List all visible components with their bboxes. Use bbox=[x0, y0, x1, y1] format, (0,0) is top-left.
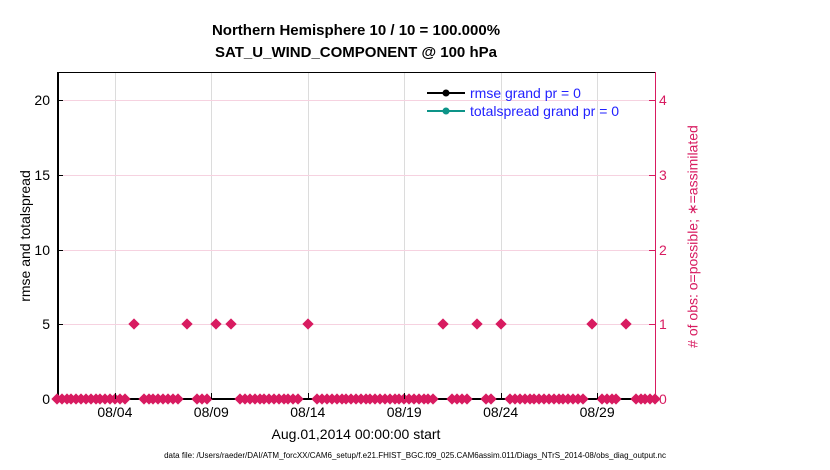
left-tick-label: 0 bbox=[42, 391, 50, 407]
rmse-line-sample-icon bbox=[427, 89, 465, 97]
horizontal-gridline bbox=[57, 249, 655, 251]
horizontal-gridline bbox=[57, 175, 655, 177]
x-tick-label: 08/19 bbox=[386, 404, 422, 420]
left-y-axis-label: rmse and totalspread bbox=[17, 170, 33, 302]
vertical-gridline bbox=[211, 72, 213, 399]
chart-subtitle: SAT_U_WIND_COMPONENT @ 100 hPa bbox=[215, 44, 497, 61]
chart-title: Northern Hemisphere 10 / 10 = 100.000% bbox=[211, 22, 501, 39]
obs-count-marker bbox=[224, 318, 237, 330]
obs-count-marker bbox=[620, 318, 632, 330]
vertical-gridline bbox=[500, 72, 502, 399]
x-axis-label: Aug.01,2014 00:00:00 start bbox=[271, 426, 441, 442]
rmse-marker-icon bbox=[442, 89, 450, 97]
totalspread-marker-icon bbox=[442, 107, 450, 115]
data-file-path: data file: /Users/raeder/DAI/ATM_forcXX/… bbox=[164, 451, 666, 460]
left-axis-tick bbox=[57, 324, 63, 326]
left-tick-label: 5 bbox=[42, 316, 50, 333]
right-tick-label: 2 bbox=[659, 241, 667, 258]
legend-row-rmse: rmse grand pr = 0 bbox=[427, 84, 619, 102]
x-tick-label: 08/04 bbox=[97, 404, 133, 420]
right-tick-label: 1 bbox=[659, 316, 667, 333]
horizontal-gridline bbox=[57, 324, 655, 326]
obs-count-marker bbox=[495, 318, 507, 330]
x-tick-label: 08/24 bbox=[483, 404, 519, 420]
obs-count-marker bbox=[181, 318, 193, 330]
vertical-gridline bbox=[597, 72, 599, 399]
vertical-gridline bbox=[307, 72, 309, 399]
vertical-gridline bbox=[114, 72, 116, 399]
obs-count-marker bbox=[128, 318, 140, 330]
right-axis-tick bbox=[649, 175, 655, 177]
x-axis-tick bbox=[211, 393, 213, 399]
legend-label-totalspread: totalspread grand pr = 0 bbox=[470, 103, 620, 119]
legend-label-rmse: rmse grand pr = 0 bbox=[470, 85, 581, 101]
x-axis-tick bbox=[307, 393, 309, 399]
left-tick-label: 10 bbox=[34, 241, 50, 258]
chart-title-block: Northern Hemisphere 10 / 10 = 100.000% S… bbox=[57, 20, 655, 64]
left-tick-label: 20 bbox=[34, 92, 50, 109]
totalspread-line-sample-icon bbox=[427, 107, 465, 115]
x-tick-label: 08/29 bbox=[579, 404, 615, 420]
left-axis-tick bbox=[57, 175, 63, 177]
left-axis-tick bbox=[57, 100, 63, 102]
right-y-axis-label: # of obs: o=possible; ∗=assimilated bbox=[684, 125, 701, 348]
right-tick-label: 4 bbox=[659, 92, 667, 109]
obs-count-marker bbox=[302, 318, 314, 330]
legend-row-totalspread: totalspread grand pr = 0 bbox=[427, 102, 619, 120]
x-axis-tick bbox=[404, 393, 406, 399]
left-axis-spine bbox=[57, 72, 59, 399]
x-axis-tick bbox=[597, 393, 599, 399]
right-axis-tick bbox=[649, 324, 655, 326]
obs-count-marker bbox=[470, 318, 483, 330]
x-tick-label: 08/14 bbox=[290, 404, 326, 420]
x-axis-tick bbox=[114, 393, 116, 399]
x-axis-tick bbox=[500, 393, 502, 399]
vertical-gridline bbox=[404, 72, 406, 399]
legend: rmse grand pr = 0 totalspread grand pr =… bbox=[427, 84, 619, 120]
top-axis-spine bbox=[57, 72, 655, 73]
left-tick-label: 15 bbox=[34, 167, 50, 184]
horizontal-gridline bbox=[57, 100, 655, 102]
right-axis-tick bbox=[649, 100, 655, 102]
right-tick-label: 3 bbox=[659, 167, 667, 184]
x-tick-label: 08/09 bbox=[193, 404, 229, 420]
right-tick-label: 0 bbox=[659, 391, 667, 407]
left-axis-tick bbox=[57, 249, 63, 251]
right-axis-spine bbox=[654, 72, 656, 399]
right-axis-tick bbox=[649, 249, 655, 251]
obs-count-marker bbox=[437, 318, 449, 330]
